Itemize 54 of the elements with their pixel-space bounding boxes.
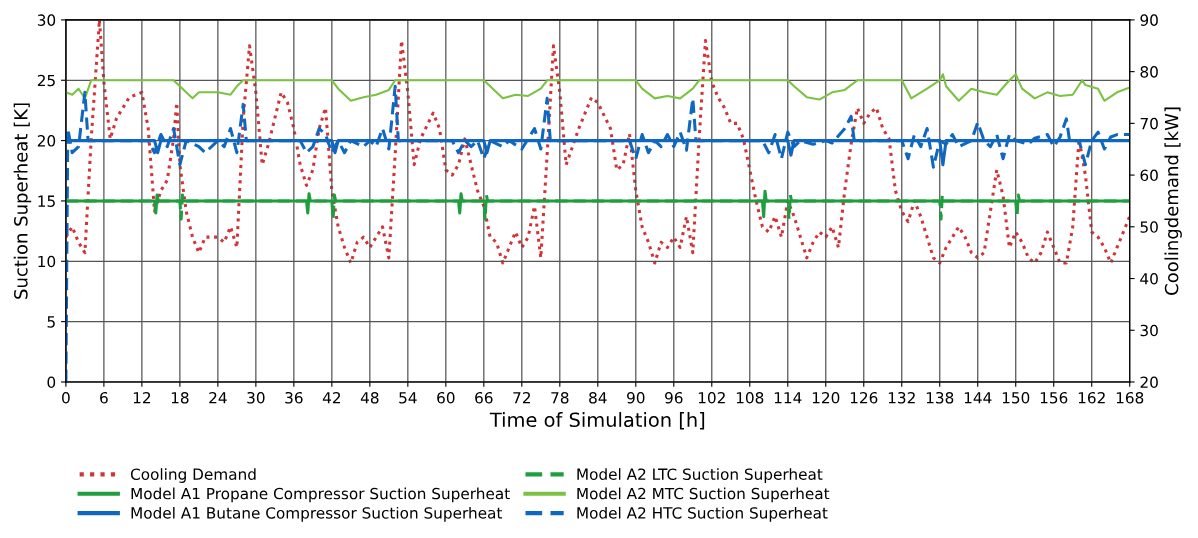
y-tick-label: 10 [38, 255, 56, 268]
y2-tick-label: 30 [1140, 324, 1158, 337]
y2-tick-label: 40 [1140, 273, 1158, 285]
legend-label: Model A2 MTC Suction Superheat [577, 487, 830, 503]
y-tick-label: 30 [37, 14, 56, 26]
x-tick-label: 60 [437, 391, 455, 404]
x-tick-label: 120 [812, 391, 840, 404]
legend-label: Cooling Demand [130, 468, 256, 483]
legend-label: Model A1 Propane Compressor Suction Superheat [131, 487, 510, 503]
x-tick-label: 156 [1040, 391, 1068, 404]
x-tick-label: 6 [100, 391, 108, 404]
x-tick-label: 48 [360, 391, 379, 404]
x-tick-label: 162 [1078, 391, 1105, 404]
x-tick-label: 90 [627, 391, 645, 404]
x-tick-label: 126 [850, 391, 878, 404]
x-tick-label: 96 [665, 391, 683, 404]
x-tick-label: 72 [513, 391, 530, 404]
x-tick-label: 0 [62, 391, 70, 404]
y2-tick-label: 50 [1140, 221, 1158, 233]
x-tick-label: 18 [171, 391, 189, 404]
x-tick-label: 78 [551, 391, 569, 404]
line-series [65, 73, 1130, 102]
x-tick-label: 12 [133, 391, 151, 404]
x-tick-label: 108 [736, 391, 764, 404]
y-tick-label: 25 [37, 74, 55, 87]
y2-axis-title: Coolingdemand [kW] [1164, 107, 1182, 295]
legend-label: Model A2 HTC Suction Superheat [577, 506, 828, 522]
y-tick-label: 5 [47, 316, 55, 328]
y-tick-label: 20 [37, 135, 56, 147]
x-tick-label: 24 [209, 391, 227, 404]
x-tick-label: 84 [589, 391, 607, 404]
x-tick-label: 42 [322, 391, 341, 404]
x-tick-label: 168 [1116, 391, 1144, 404]
legend-label: Model A1 Butane Compressor Suction Superheat [131, 506, 503, 522]
x-tick-label: 138 [926, 391, 954, 404]
y2-tick-label: 80 [1140, 66, 1158, 78]
y2-tick-label: 90 [1140, 14, 1158, 26]
x-tick-label: 36 [285, 391, 303, 404]
y-tick-label: 0 [47, 376, 56, 388]
y-axis-title: Suction Superheat [K] [13, 103, 32, 299]
legend-label: Model A2 LTC Suction Superheat [577, 468, 823, 483]
x-tick-label: 114 [774, 392, 802, 404]
y2-tick-label: 20 [1140, 376, 1158, 388]
x-tick-label: 144 [964, 392, 992, 404]
x-tick-label: 102 [698, 391, 725, 404]
y2-tick-label: 70 [1140, 117, 1158, 130]
x-tick-label: 54 [399, 392, 417, 404]
x-tick-label: 150 [1002, 391, 1030, 404]
y-tick-label: 15 [38, 195, 55, 207]
x-tick-label: 30 [247, 391, 265, 404]
y2-tick-label: 60 [1140, 169, 1158, 182]
x-tick-label: 66 [475, 391, 493, 404]
x-axis-title: Time of Simulation [h] [489, 412, 705, 430]
x-tick-label: 132 [888, 391, 915, 404]
